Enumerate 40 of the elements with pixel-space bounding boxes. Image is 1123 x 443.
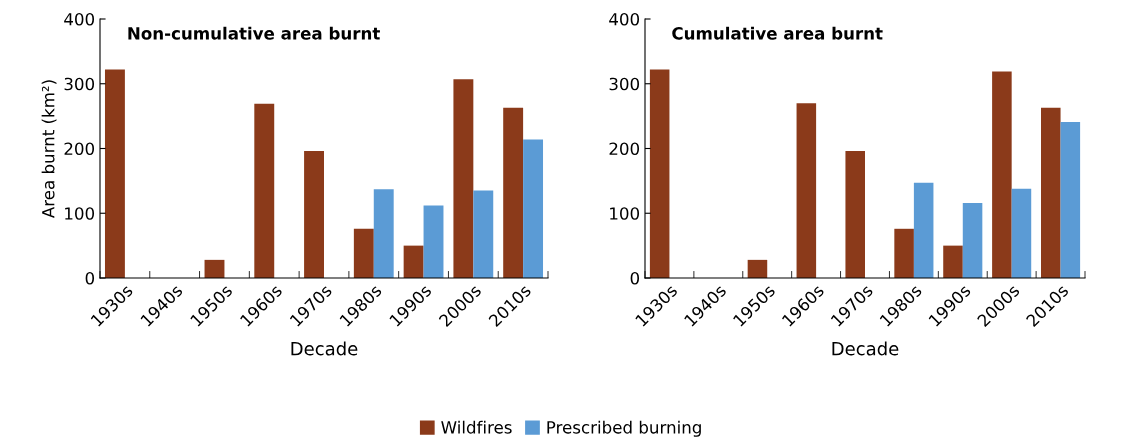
legend-label: Wildfires xyxy=(441,420,512,434)
bar xyxy=(254,103,275,278)
bar xyxy=(403,245,424,278)
bar xyxy=(1041,107,1061,278)
bar xyxy=(353,228,374,278)
y-tick-label: 400 xyxy=(64,12,95,26)
y-tick-label: 300 xyxy=(609,77,640,91)
bar xyxy=(373,189,394,278)
chart-title: Non-cumulative area burnt xyxy=(128,26,380,40)
y-tick-label: 200 xyxy=(64,142,95,156)
x-axis-title: Decade xyxy=(291,341,358,356)
bar xyxy=(796,103,817,278)
chart-title: Cumulative area burnt xyxy=(672,26,883,40)
bar xyxy=(453,79,474,278)
bar xyxy=(913,182,934,278)
bar xyxy=(473,190,494,278)
y-tick-label: 100 xyxy=(610,207,640,220)
y-tick-label: 400 xyxy=(609,12,640,26)
bar xyxy=(747,259,768,278)
y-axis-title: Area burnt (km²) xyxy=(41,80,57,219)
y-tick-label: 0 xyxy=(85,271,95,285)
bar xyxy=(962,202,983,278)
bar xyxy=(1011,188,1032,278)
bar xyxy=(1060,121,1081,278)
y-tick-label: 0 xyxy=(630,271,640,285)
y-tick-label: 300 xyxy=(64,77,95,91)
bar xyxy=(104,69,125,278)
bar xyxy=(894,228,914,278)
bar xyxy=(503,107,524,278)
bar xyxy=(523,139,544,278)
y-tick-label: 100 xyxy=(65,207,95,220)
x-axis-title: Decade xyxy=(832,341,899,356)
bar xyxy=(845,151,865,278)
bar xyxy=(992,71,1012,278)
bar xyxy=(304,151,324,278)
legend-label: Prescribed burning xyxy=(547,420,701,437)
bar xyxy=(649,69,670,278)
y-tick-label: 200 xyxy=(609,142,640,156)
bar xyxy=(943,245,963,278)
bar xyxy=(423,205,444,278)
